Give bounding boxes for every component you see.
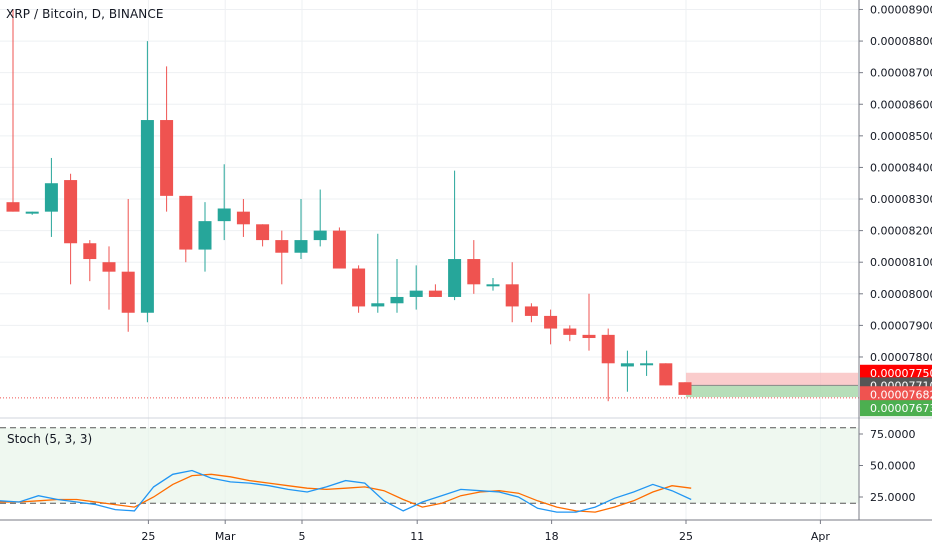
time-tick-label: 25: [141, 530, 155, 543]
candle-body: [256, 224, 270, 241]
candle-body: [678, 382, 692, 395]
candle-body: [505, 284, 519, 307]
price-label-text: 0.00007682: [870, 388, 932, 401]
price-tick-label: 0.00008100: [870, 256, 932, 269]
stoch-tick-label: 50.0000: [870, 460, 916, 473]
candle-body: [179, 195, 193, 250]
price-tick-label: 0.00007900: [870, 319, 932, 332]
price-tick-label: 0.00008300: [870, 193, 932, 206]
time-tick-label: 25: [679, 530, 693, 543]
candle-body: [601, 334, 615, 364]
stoch-k-line: [0, 469, 692, 513]
time-tick-label: 5: [299, 530, 306, 543]
stoch-tick-label: 75.0000: [870, 428, 916, 441]
time-tick-label: 18: [545, 530, 559, 543]
candle-body: [64, 180, 78, 244]
candle-body: [275, 240, 289, 253]
candle-body: [620, 363, 634, 367]
candle-body: [121, 271, 135, 313]
price-tick-label: 0.00008900: [870, 3, 932, 16]
time-tick-label: Apr: [811, 530, 831, 543]
candle-body: [140, 120, 154, 313]
position-tool: [0, 372, 859, 399]
price-label-bg: [860, 400, 932, 417]
candle-body: [448, 259, 462, 297]
stoch-title: Stoch (5, 3, 3): [7, 432, 93, 446]
price-label: 0.00007673: [860, 400, 932, 417]
time-tick-label: Mar: [215, 530, 236, 543]
price-tick-label: 0.00008700: [870, 67, 932, 80]
candle-body: [198, 221, 212, 250]
candle-body: [352, 268, 366, 307]
price-label-bg: [860, 386, 932, 403]
stoch-lines: [0, 469, 692, 513]
candle-body: [102, 262, 116, 272]
candles: [6, 9, 692, 402]
candle-body: [563, 328, 577, 335]
chart-title: XRP / Bitcoin, D, BINANCE: [6, 7, 164, 21]
price-tick-label: 0.00008800: [870, 35, 932, 48]
candle-body: [332, 230, 346, 269]
candle-body: [371, 303, 385, 307]
candle-body: [544, 315, 558, 329]
target-zone: [686, 385, 858, 398]
price-label: 0.00007750: [860, 364, 932, 381]
candle-body: [236, 211, 250, 225]
candle-body: [313, 230, 327, 241]
candle-body: [160, 120, 174, 196]
price-tick-label: 0.00008000: [870, 288, 932, 301]
candle-body: [582, 334, 596, 339]
candle-body: [44, 183, 58, 212]
price-label: 0.00007682: [860, 386, 932, 403]
candle-body: [6, 202, 20, 212]
stoch-band: [0, 427, 859, 504]
candle-body: [83, 243, 97, 260]
candle-body: [25, 211, 39, 214]
candle-body: [467, 259, 481, 285]
candle-body: [409, 290, 423, 297]
candle-body: [294, 240, 308, 253]
stoch-band-fill: [0, 427, 859, 504]
candle-body: [486, 284, 500, 287]
time-tick-label: 11: [410, 530, 424, 543]
candle-body: [390, 296, 404, 304]
candle-body: [428, 290, 442, 297]
price-tick-label: 0.00008600: [870, 98, 932, 111]
stoch-d-line: [0, 473, 692, 513]
candle-body: [640, 363, 654, 366]
price-tick-label: 0.00007800: [870, 351, 932, 364]
price-tick-label: 0.00008500: [870, 130, 932, 143]
candle-body: [524, 306, 538, 316]
price-label-text: 0.00007673: [870, 402, 932, 415]
price-tick-label: 0.00008400: [870, 161, 932, 174]
price-label-text: 0.00007750: [870, 367, 932, 380]
stop-zone: [686, 372, 858, 386]
stoch-tick-label: 25.0000: [870, 491, 916, 504]
price-tick-label: 0.00008200: [870, 225, 932, 238]
candle-body: [217, 208, 231, 222]
candle-body: [659, 363, 673, 386]
price-label-bg: [860, 364, 932, 381]
